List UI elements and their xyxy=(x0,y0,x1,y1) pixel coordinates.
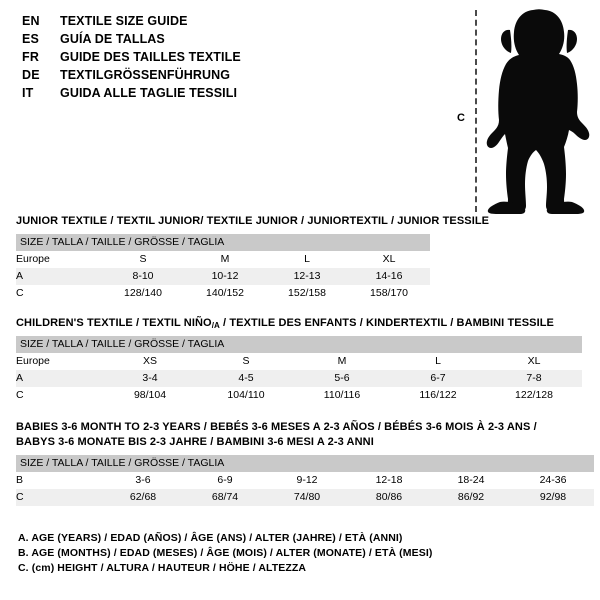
table-row: C 62/68 68/74 74/80 80/86 86/92 92/98 xyxy=(16,489,594,506)
table-row: C 128/140 140/152 152/158 158/170 xyxy=(16,285,430,302)
language-title: GUÍA DE TALLAS xyxy=(60,32,165,46)
table-cell: L xyxy=(435,355,441,367)
table-cell: 128/140 xyxy=(124,287,162,299)
row-label: A xyxy=(16,370,102,387)
section-title-prefix: CHILDREN'S TEXTILE / TEXTIL NIÑO xyxy=(16,317,212,329)
table-cell: 86/92 xyxy=(430,489,512,506)
table-cell: 158/170 xyxy=(370,287,408,299)
row-label: Europe xyxy=(16,355,50,367)
table-cell: L xyxy=(304,253,310,265)
table-cell: XL xyxy=(382,253,396,265)
table-cell: 152/158 xyxy=(288,287,326,299)
section-title-suffix: / TEXTILE DES ENFANTS / KINDERTEXTIL / B… xyxy=(219,317,554,329)
table-cell: S xyxy=(139,253,147,265)
language-title-block: EN TEXTILE SIZE GUIDE ES GUÍA DE TALLAS … xyxy=(22,12,422,102)
table-cell: XL xyxy=(527,355,541,367)
table-band-row: SIZE / TALLA / TAILLE / GRÖSSE / TAGLIA xyxy=(16,234,430,251)
language-title: GUIDA ALLE TAGLIE TESSILI xyxy=(60,86,238,100)
table-cell: M xyxy=(220,253,230,265)
language-code: DE xyxy=(22,68,40,82)
table-cell: 74/80 xyxy=(266,489,348,506)
junior-size-table: SIZE / TALLA / TAILLE / GRÖSSE / TAGLIA … xyxy=(16,234,430,302)
children-size-table: SIZE / TALLA / TAILLE / GRÖSSE / TAGLIA … xyxy=(16,336,582,404)
row-label: B xyxy=(16,474,24,486)
table-cell: 5-6 xyxy=(294,370,390,387)
legend-line-a: A. AGE (YEARS) / EDAD (AÑOS) / ÂGE (ANS)… xyxy=(18,532,403,544)
language-title: GUIDE DES TAILLES TEXTILE xyxy=(60,50,241,64)
row-label: C xyxy=(16,389,24,401)
section-title: JUNIOR TEXTILE / TEXTIL JUNIOR/ TEXTILE … xyxy=(16,215,490,227)
table-row: A 8-10 10-12 12-13 14-16 xyxy=(16,268,430,285)
language-row: DE TEXTILGRÖSSENFÜHRUNG xyxy=(22,66,422,84)
row-label: C xyxy=(16,287,24,299)
table-cell: 6-9 xyxy=(217,474,233,486)
table-cell: 7-8 xyxy=(486,370,582,387)
table-cell: 3-4 xyxy=(102,370,198,387)
language-row: IT GUIDA ALLE TAGLIE TESSILI xyxy=(22,84,422,102)
section-junior-textile: JUNIOR TEXTILE / TEXTIL JUNIOR/ TEXTILE … xyxy=(16,214,489,302)
section-title-line1: BABIES 3-6 MONTH TO 2-3 YEARS / BEBÉS 3-… xyxy=(16,421,537,433)
legend-block: A. AGE (YEARS) / EDAD (AÑOS) / ÂGE (ANS)… xyxy=(18,531,432,576)
language-row: EN TEXTILE SIZE GUIDE xyxy=(22,12,422,30)
table-cell: 18-24 xyxy=(457,474,485,486)
language-code: IT xyxy=(22,86,34,100)
section-childrens-textile: CHILDREN'S TEXTILE / TEXTIL NIÑO/A / TEX… xyxy=(16,316,582,404)
language-title: TEXTILGRÖSSENFÜHRUNG xyxy=(60,68,231,82)
language-row: FR GUIDE DES TAILLES TEXTILE xyxy=(22,48,422,66)
table-cell: 4-5 xyxy=(198,370,294,387)
measure-label-c: C xyxy=(457,112,465,124)
band-label: SIZE / TALLA / TAILLE / GRÖSSE / TAGLIA xyxy=(16,336,582,353)
table-cell: 140/152 xyxy=(206,287,244,299)
section-title-subscript: /A xyxy=(211,321,220,330)
legend-line-c: C. (cm) HEIGHT / ALTURA / HAUTEUR / HÖHE… xyxy=(18,562,307,574)
band-label: SIZE / TALLA / TAILLE / GRÖSSE / TAGLIA xyxy=(16,234,430,251)
section-title: CHILDREN'S TEXTILE / TEXTIL NIÑO/A / TEX… xyxy=(16,316,582,331)
table-cell: 116/122 xyxy=(419,389,457,401)
language-code: FR xyxy=(22,50,40,64)
table-cell: 10-12 xyxy=(184,268,266,285)
table-cell: 9-12 xyxy=(296,474,318,486)
table-cell: 110/116 xyxy=(323,389,361,401)
table-row: Europe XS S M L XL xyxy=(16,353,582,370)
row-label: C xyxy=(16,489,102,506)
table-cell: 68/74 xyxy=(184,489,266,506)
table-cell: 3-6 xyxy=(135,474,151,486)
table-cell: 24-36 xyxy=(539,474,567,486)
language-code: EN xyxy=(22,14,40,28)
language-row: ES GUÍA DE TALLAS xyxy=(22,30,422,48)
table-band-row: SIZE / TALLA / TAILLE / GRÖSSE / TAGLIA xyxy=(16,455,594,472)
table-cell: 80/86 xyxy=(348,489,430,506)
table-cell: 104/110 xyxy=(227,389,265,401)
section-title-line2: BABYS 3-6 MONATE BIS 2-3 JAHRE / BAMBINI… xyxy=(16,436,374,448)
babies-size-table: SIZE / TALLA / TAILLE / GRÖSSE / TAGLIA … xyxy=(16,455,594,506)
table-cell: 92/98 xyxy=(512,489,594,506)
table-cell: M xyxy=(337,355,347,367)
table-cell: 98/104 xyxy=(133,389,167,401)
table-cell: 122/128 xyxy=(515,389,553,401)
table-cell: 62/68 xyxy=(102,489,184,506)
table-band-row: SIZE / TALLA / TAILLE / GRÖSSE / TAGLIA xyxy=(16,336,582,353)
table-cell: 6-7 xyxy=(390,370,486,387)
band-label: SIZE / TALLA / TAILLE / GRÖSSE / TAGLIA xyxy=(16,455,594,472)
legend-line-b: B. AGE (MONTHS) / EDAD (MESES) / ÂGE (MO… xyxy=(18,547,433,559)
height-measurement-figure: C xyxy=(440,6,600,216)
table-row: A 3-4 4-5 5-6 6-7 7-8 xyxy=(16,370,582,387)
table-cell: S xyxy=(242,355,250,367)
row-label: A xyxy=(16,268,102,285)
dashed-measure-line-icon xyxy=(475,10,477,212)
table-cell: 14-16 xyxy=(348,268,430,285)
language-code: ES xyxy=(22,32,40,46)
language-title: TEXTILE SIZE GUIDE xyxy=(60,14,188,28)
table-cell: 12-13 xyxy=(266,268,348,285)
table-row: C 98/104 104/110 110/116 116/122 122/128 xyxy=(16,387,582,404)
table-row: B 3-6 6-9 9-12 12-18 18-24 24-36 xyxy=(16,472,594,489)
row-label: Europe xyxy=(16,253,50,265)
table-cell: XS xyxy=(142,355,157,367)
table-cell: 8-10 xyxy=(102,268,184,285)
table-row: Europe S M L XL xyxy=(16,251,430,268)
child-silhouette-icon xyxy=(486,9,590,214)
table-cell: 12-18 xyxy=(375,474,403,486)
section-babies-textile: BABIES 3-6 MONTH TO 2-3 YEARS / BEBÉS 3-… xyxy=(16,420,594,506)
